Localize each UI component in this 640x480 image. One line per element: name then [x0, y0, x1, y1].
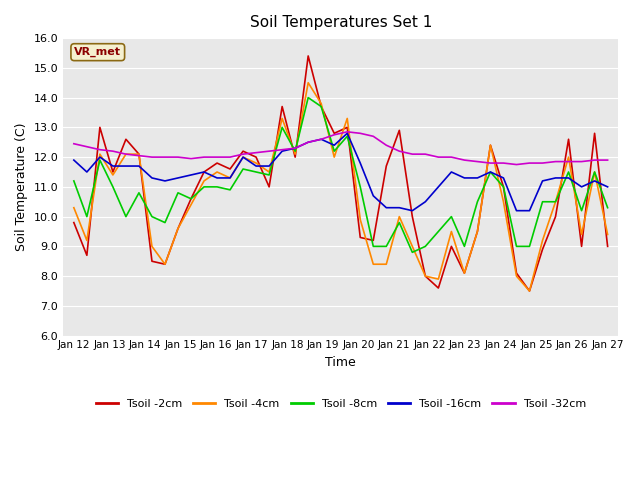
X-axis label: Time: Time [325, 356, 356, 369]
Legend: Tsoil -2cm, Tsoil -4cm, Tsoil -8cm, Tsoil -16cm, Tsoil -32cm: Tsoil -2cm, Tsoil -4cm, Tsoil -8cm, Tsoi… [92, 395, 590, 414]
Y-axis label: Soil Temperature (C): Soil Temperature (C) [15, 122, 28, 251]
Text: VR_met: VR_met [74, 47, 121, 57]
Title: Soil Temperatures Set 1: Soil Temperatures Set 1 [250, 15, 432, 30]
